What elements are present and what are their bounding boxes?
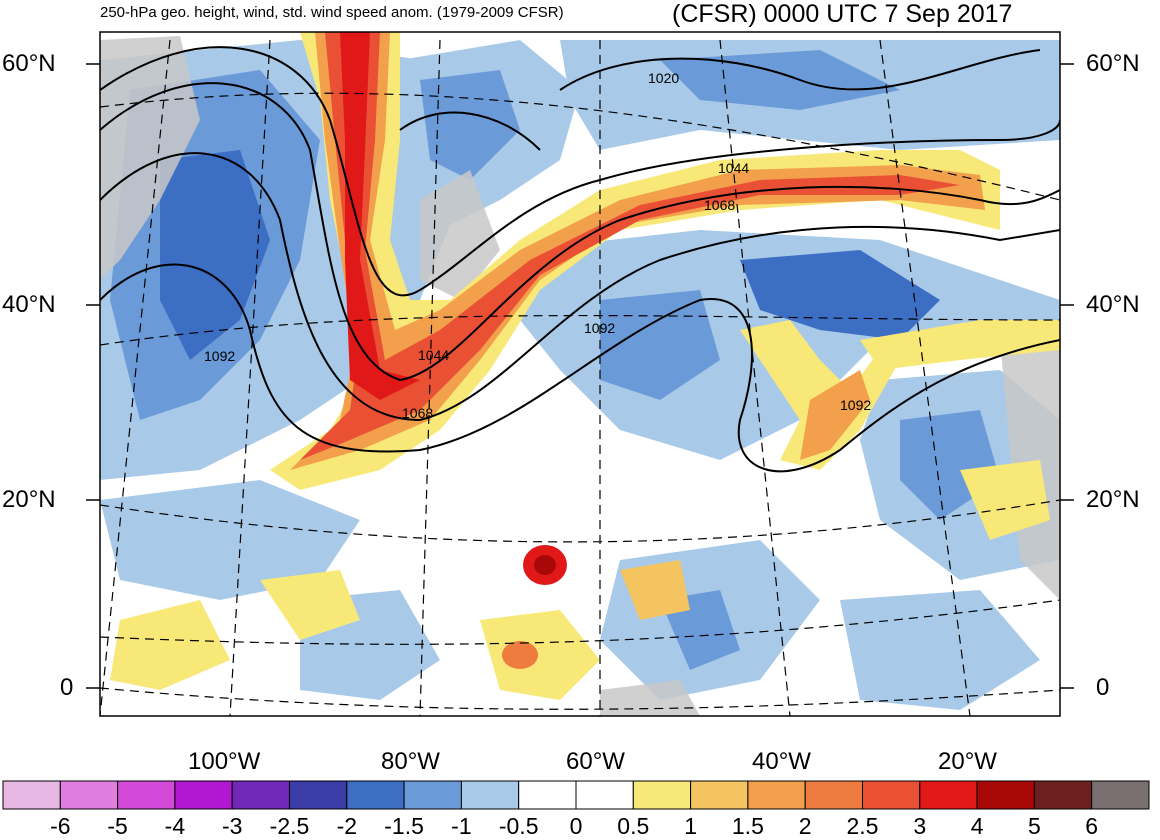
map-subtitle: 250-hPa geo. height, wind, std. wind spe…	[100, 4, 564, 21]
contour-label: 1068	[704, 197, 736, 213]
colorbar-label: -0.5	[498, 813, 539, 839]
colorbar-label: -6	[50, 813, 71, 839]
lon-label-40w: 40°W	[752, 748, 811, 775]
colorbar-swatch	[174, 780, 233, 810]
colorbar-swatch	[862, 780, 921, 810]
contour-label: 1092	[584, 320, 616, 336]
colorbar-label: 2	[798, 813, 812, 839]
colorbar-label: 2.5	[846, 813, 879, 839]
lat-label-60n-right: 60°N	[1086, 50, 1140, 77]
colorbar-swatch	[575, 780, 634, 810]
lat-label-20n-right: 20°N	[1086, 486, 1140, 513]
colorbar-swatch	[117, 780, 176, 810]
colorbar-label: -5	[107, 813, 128, 839]
colorbar-label: -2.5	[269, 813, 310, 839]
colorbar	[2, 780, 1150, 810]
colorbar-label: -4	[164, 813, 186, 839]
contour-label: 1092	[840, 397, 872, 413]
colorbar-swatch	[690, 780, 749, 810]
colorbar-label: -1	[451, 813, 472, 839]
colorbar-label: 5	[1027, 813, 1041, 839]
colorbar-label: -3	[221, 813, 243, 839]
map-frame	[99, 31, 1061, 717]
axis-ticks	[86, 63, 1074, 689]
land-shading	[100, 36, 1060, 716]
colorbar-swatch	[804, 780, 864, 810]
lat-label-40n-right: 40°N	[1086, 291, 1140, 318]
colorbar-swatch	[518, 780, 577, 810]
contour-label: 1044	[718, 160, 750, 176]
colorbar-swatch	[59, 780, 119, 810]
colorbar-label: 1	[684, 813, 697, 839]
colorbar-label: -2	[336, 813, 358, 839]
colorbar-label: 4	[970, 813, 984, 839]
colorbar-label: 3	[913, 813, 927, 839]
contour-label: 1044	[418, 347, 450, 363]
colorbar-swatch	[1033, 780, 1093, 810]
lon-label-20w: 20°W	[938, 748, 997, 775]
geopotential-height-contours	[100, 46, 1060, 473]
colorbar-swatch	[231, 780, 290, 810]
contour-label: 1068	[402, 405, 434, 421]
colorbar-label: 0.5	[617, 813, 650, 839]
colorbar-swatch	[1091, 780, 1150, 810]
colorbar-swatch	[403, 780, 462, 810]
lon-label-100w: 100°W	[188, 748, 261, 775]
jet-stream-anomaly	[110, 32, 1060, 700]
lon-label-80w: 80°W	[381, 748, 440, 775]
colorbar-label: -1.5	[384, 813, 424, 839]
lat-label-0: 0	[60, 674, 74, 701]
colorbar-label: 6	[1085, 813, 1099, 839]
contour-label: 1092	[204, 348, 236, 364]
map-title: (CFSR) 0000 UTC 7 Sep 2017	[672, 0, 1013, 28]
graticule	[100, 39, 1060, 716]
colorbar-swatch	[976, 780, 1035, 810]
lat-label-40n: 40°N	[2, 291, 56, 318]
colorbar-swatch	[2, 780, 61, 810]
lat-label-60n: 60°N	[2, 50, 56, 77]
colorbar-label: 1.5	[731, 813, 764, 839]
colorbar-swatch	[747, 780, 806, 810]
colorbar-swatch	[289, 780, 348, 810]
colorbar-swatch	[919, 780, 978, 810]
colorbar-swatch	[460, 780, 520, 810]
colorbar-label: 0	[569, 813, 583, 839]
lat-label-20n: 20°N	[2, 486, 56, 513]
lon-label-60w: 60°W	[566, 748, 625, 775]
lat-label-0-right: 0	[1096, 674, 1110, 701]
colorbar-swatch	[632, 780, 692, 810]
colorbar-swatch	[346, 780, 405, 810]
contour-label: 1020	[648, 70, 680, 86]
